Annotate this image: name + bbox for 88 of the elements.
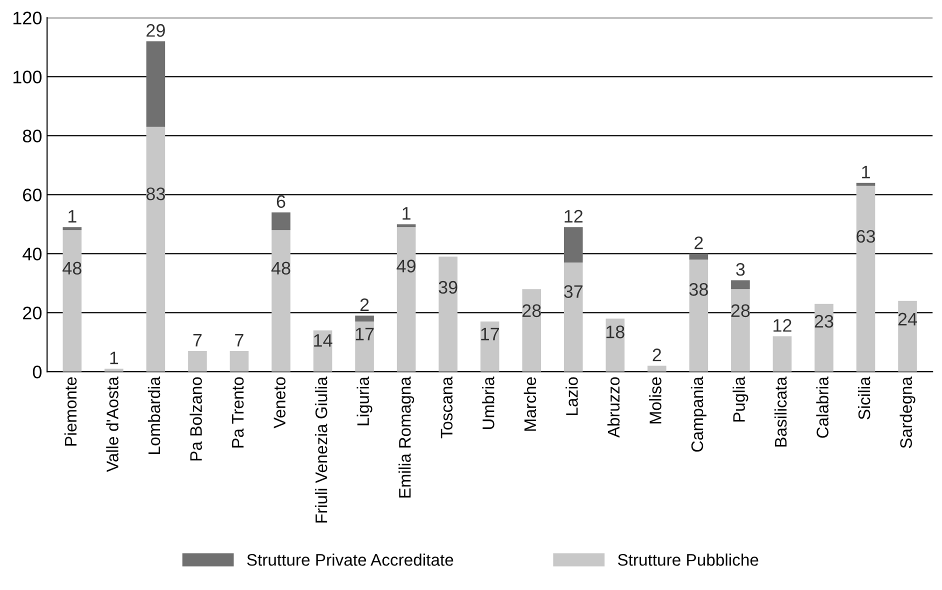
bar	[355, 322, 374, 372]
data-label: 1	[110, 352, 118, 364]
bar	[606, 318, 625, 372]
x-tick-label: Piemonte	[64, 377, 77, 446]
data-label: 28	[522, 304, 541, 318]
data-label: 63	[856, 230, 875, 243]
bar	[648, 366, 666, 372]
bar	[62, 230, 82, 372]
bar	[689, 254, 708, 260]
bar	[396, 227, 416, 372]
data-label: 23	[814, 314, 834, 328]
bar	[856, 182, 876, 186]
bar	[188, 351, 207, 372]
bar	[898, 300, 917, 372]
bar	[480, 322, 500, 372]
bar	[689, 260, 708, 372]
data-label: 29	[146, 24, 165, 37]
data-label: 14	[314, 334, 332, 347]
data-label: 7	[193, 334, 202, 346]
x-tick-label: Calabria	[816, 376, 828, 438]
x-tick-label: Emilia Romagna	[398, 376, 414, 498]
legend-label: Strutture Private Accreditate	[247, 554, 454, 566]
data-label: 3	[736, 263, 745, 276]
data-label: 2	[694, 236, 703, 250]
data-label: 6	[276, 195, 286, 208]
bar	[146, 41, 166, 127]
x-tick-label: Sicilia	[858, 376, 870, 420]
x-tick-label: Marche	[524, 377, 536, 431]
bar	[272, 230, 290, 372]
x-tick-label: Toscana	[440, 376, 453, 438]
y-tick-label: 60	[23, 188, 42, 202]
bar	[272, 212, 290, 230]
x-tick-label: Puglia	[732, 376, 748, 422]
data-label: 1	[402, 207, 410, 220]
bar	[355, 316, 374, 322]
x-tick-label: Abruzzo	[607, 377, 620, 438]
x-tick-label: Pa Trento	[232, 377, 244, 448]
y-tick-label: 40	[22, 248, 42, 260]
x-tick-label: Valle d'Aosta	[106, 376, 118, 472]
bar	[856, 186, 876, 372]
x-tick-label: Campania	[690, 376, 706, 452]
x-tick-label: Umbria	[482, 376, 494, 429]
data-label: 1	[862, 166, 870, 178]
data-label: 7	[235, 334, 244, 346]
bar	[230, 351, 249, 372]
x-tick-label: Pa Bolzano	[190, 377, 202, 460]
bar	[772, 336, 792, 372]
x-tick-label: Sardegna	[900, 376, 916, 448]
bar	[564, 227, 583, 263]
bar	[62, 227, 82, 230]
data-label: 17	[481, 328, 499, 340]
data-label: 83	[146, 187, 165, 200]
data-label: 24	[898, 312, 918, 326]
bar	[522, 289, 542, 372]
data-label: 2	[652, 348, 662, 362]
y-tick-label: 80	[22, 130, 42, 142]
data-label: 17	[356, 328, 374, 340]
bar	[731, 280, 750, 290]
x-tick-label: Friuli Venezia Giulia	[315, 376, 328, 522]
bar	[396, 224, 416, 228]
data-label: 48	[62, 262, 82, 275]
bar	[731, 289, 750, 372]
data-label: 12	[564, 210, 583, 223]
legend-label: Strutture Pubbliche	[618, 554, 758, 566]
data-label: 37	[564, 285, 583, 298]
bar	[564, 262, 583, 372]
data-label: 28	[731, 304, 750, 318]
x-tick-label: Basilicata	[774, 376, 787, 447]
y-tick-label: 0	[32, 366, 42, 378]
x-tick-label: Lombardia	[148, 376, 160, 454]
y-tick-label: 20	[23, 306, 42, 320]
data-label: 39	[438, 280, 458, 294]
data-label: 18	[606, 326, 624, 338]
data-label: 12	[774, 319, 792, 332]
data-label: 49	[396, 260, 416, 272]
y-tick-label: 120	[13, 12, 42, 24]
x-tick-label: Veneto	[274, 377, 286, 428]
bar	[438, 256, 458, 372]
bar	[146, 126, 166, 372]
x-tick-label: Lazio	[566, 377, 578, 416]
data-label: 48	[271, 262, 290, 275]
data-label: 38	[689, 283, 708, 296]
x-tick-label: Molise	[649, 377, 662, 424]
x-tick-label: Liguria	[356, 376, 372, 426]
data-label: 2	[360, 298, 369, 312]
bar	[814, 304, 834, 372]
data-label: 1	[68, 210, 76, 223]
y-tick-label: 100	[13, 70, 42, 84]
